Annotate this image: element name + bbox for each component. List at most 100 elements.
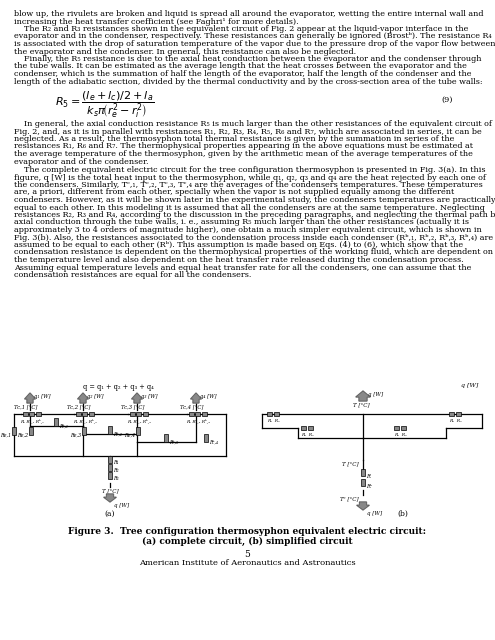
Text: evaporator and in the condenser, respectively. These resistances can generally b: evaporator and in the condenser, respect… <box>14 33 492 40</box>
Text: resistances R₂, R₃ and R₄, according to the discussion in the preceding paragrap: resistances R₂, R₃ and R₄, according to … <box>14 211 495 219</box>
Text: condensation resistance is dependent on the thermophysical properties of the wor: condensation resistance is dependent on … <box>14 248 493 257</box>
Bar <box>195 412 200 416</box>
Bar <box>108 426 112 434</box>
Text: q [W]: q [W] <box>368 392 383 397</box>
Text: q₁ [W]: q₁ [W] <box>34 394 50 399</box>
Bar <box>164 434 168 442</box>
Text: Rᵇ: Rᵇ <box>366 483 372 488</box>
Text: Tc,1 [°C]: Tc,1 [°C] <box>14 404 38 409</box>
Text: R₁  R₂: R₁ R₂ <box>267 419 280 423</box>
Polygon shape <box>191 393 201 403</box>
Text: Tᶜ [°C]: Tᶜ [°C] <box>341 496 359 501</box>
Text: R₁  R₂: R₁ R₂ <box>449 419 462 423</box>
Text: approximately 3 to 4 orders of magnitude higher), one obtain a much simpler equi: approximately 3 to 4 orders of magnitude… <box>14 226 482 234</box>
Text: assumed to be equal to each other (Rᵇ). This assumption is made based on Eqs. (4: assumed to be equal to each other (Rᵇ). … <box>14 241 463 249</box>
Text: T [°C]: T [°C] <box>101 488 118 493</box>
Bar <box>301 426 306 429</box>
Text: R₁  R₂: R₁ R₂ <box>394 433 407 437</box>
Bar <box>29 427 33 435</box>
Polygon shape <box>25 393 36 403</box>
Text: figure, q [W] is the total heat input to the thermosyphon, while q₁, q₂, q₃ and : figure, q [W] is the total heat input to… <box>14 173 486 182</box>
Text: neglected. As a result, the thermosyphon total thermal resistance is given by th: neglected. As a result, the thermosyphon… <box>14 135 454 143</box>
Text: American Institute of Aeronautics and Astronautics: American Institute of Aeronautics and As… <box>139 559 355 567</box>
Bar <box>204 434 208 442</box>
Text: q = q₁ + q₂ + q₃ + q₄: q = q₁ + q₂ + q₃ + q₄ <box>83 383 153 391</box>
Bar <box>267 412 272 416</box>
Text: the evaporator and the condenser. In general, this resistance can also be neglec: the evaporator and the condenser. In gen… <box>14 47 356 56</box>
Text: (9): (9) <box>441 96 452 104</box>
Text: The complete equivalent electric circuit for the tree configuration thermosyphon: The complete equivalent electric circuit… <box>14 166 486 174</box>
Bar <box>143 412 148 416</box>
Text: the average temperature of the thermosyphon, given by the arithmetic mean of the: the average temperature of the thermosyp… <box>14 150 473 158</box>
Text: q [W]: q [W] <box>461 383 478 388</box>
Text: T [°C]: T [°C] <box>353 402 370 407</box>
Text: Tc,3 [°C]: Tc,3 [°C] <box>121 404 145 409</box>
Text: R₇ Rᵃ,₄ Rᵇ,₄: R₇ Rᵃ,₄ Rᵇ,₄ <box>187 419 210 424</box>
Text: the temperature level and also dependent on the heat transfer rate released duri: the temperature level and also dependent… <box>14 256 464 264</box>
Polygon shape <box>356 391 370 401</box>
Bar <box>189 412 194 416</box>
Text: q [W]: q [W] <box>114 503 129 508</box>
Text: Rᵃ,₃: Rᵃ,₃ <box>169 440 178 445</box>
Text: Rᵃ,₄: Rᵃ,₄ <box>209 440 218 445</box>
Polygon shape <box>103 494 116 502</box>
Bar <box>108 472 112 479</box>
Bar <box>130 412 135 416</box>
Bar <box>361 479 365 486</box>
Text: R₇ Rᵃ,₃ Rᵇ,₃: R₇ Rᵃ,₃ Rᵇ,₃ <box>128 419 151 424</box>
Text: In general, the axial conduction resistance R₅ is much larger than the other res: In general, the axial conduction resista… <box>14 120 492 128</box>
Text: q₄ [W]: q₄ [W] <box>200 394 216 399</box>
Text: 5: 5 <box>244 550 250 559</box>
Text: The R₂ and R₃ resistances shown in the equivalent circuit of Fig. 2 appear at th: The R₂ and R₃ resistances shown in the e… <box>14 25 468 33</box>
Bar <box>22 412 28 416</box>
Text: are, a priori, different from each other, specially when the vapor is not suppli: are, a priori, different from each other… <box>14 189 454 196</box>
Text: Fig. 3(b). Also, the resistances associated to the condensation process inside e: Fig. 3(b). Also, the resistances associa… <box>14 234 493 241</box>
Text: blow up, the rivulets are broken and liquid is spread all around the evaporator,: blow up, the rivulets are broken and liq… <box>14 10 484 18</box>
Text: Tc,2 [°C]: Tc,2 [°C] <box>67 404 91 409</box>
Text: axial conduction through the tube walls, i. e., assuming R₅ much larger than the: axial conduction through the tube walls,… <box>14 218 469 227</box>
Bar <box>201 412 206 416</box>
Bar <box>54 418 58 426</box>
Text: Assuming equal temperature levels and equal heat transfer rate for all the conde: Assuming equal temperature levels and eq… <box>14 264 471 271</box>
Text: Figure 3.  Tree configuration thermosyphon equivalent electric circuit:: Figure 3. Tree configuration thermosypho… <box>68 527 426 536</box>
Text: $R_5 = \dfrac{(l_e + l_c)/2 + l_a}{k_s\pi\!\left(r_e^2 - r_i^2\right)}$: $R_5 = \dfrac{(l_e + l_c)/2 + l_a}{k_s\p… <box>55 90 154 120</box>
Bar <box>394 426 399 429</box>
Text: R: R <box>366 474 370 479</box>
Text: R₇ Rᵃ,₂ Rᵇ,₂: R₇ Rᵃ,₂ Rᵇ,₂ <box>73 419 98 424</box>
Polygon shape <box>132 393 143 403</box>
Bar <box>108 456 112 463</box>
Text: condensers. However, as it will be shown later in the experimental study, the co: condensers. However, as it will be shown… <box>14 196 495 204</box>
Text: Fig. 2, and, as it is in parallel with resistances R₁, R₂, R₃, R₄, R₅, R₆ and R₇: Fig. 2, and, as it is in parallel with r… <box>14 127 482 136</box>
Text: R₁  R₂: R₁ R₂ <box>301 433 314 437</box>
Text: q [W]: q [W] <box>367 511 382 516</box>
Bar <box>136 412 141 416</box>
Text: R₇ Rᵃ,₁ Rᵇ,₁: R₇ Rᵃ,₁ Rᵇ,₁ <box>20 419 45 424</box>
Text: Rᵃ,₂: Rᵃ,₂ <box>113 431 122 436</box>
Text: Re,4: Re,4 <box>124 433 135 438</box>
Bar <box>76 412 81 416</box>
Text: resistances R₁, R₆ and R₇. The thermophysical properties appearing in the above : resistances R₁, R₆ and R₇. The thermophy… <box>14 143 473 150</box>
Text: Re,1: Re,1 <box>0 433 11 438</box>
Text: evaporator and of the condenser.: evaporator and of the condenser. <box>14 157 148 166</box>
Text: is associated with the drop of saturation temperature of the vapor due to the pr: is associated with the drop of saturatio… <box>14 40 495 48</box>
Bar <box>449 412 454 416</box>
Text: (a): (a) <box>105 510 115 518</box>
Text: equal to each other. In this modeling it is assumed that all the condensers are : equal to each other. In this modeling it… <box>14 204 485 211</box>
Polygon shape <box>357 502 369 510</box>
Text: T [°C]: T [°C] <box>343 461 359 466</box>
Bar <box>82 427 86 435</box>
Bar <box>456 412 461 416</box>
Text: R₂: R₂ <box>113 468 119 474</box>
Bar <box>274 412 279 416</box>
Bar <box>136 427 140 435</box>
Text: condenser, which is the summation of half the length of the evaporator, half the: condenser, which is the summation of hal… <box>14 70 472 78</box>
Bar <box>89 412 94 416</box>
Bar <box>82 412 87 416</box>
Polygon shape <box>78 393 89 403</box>
Bar <box>36 412 41 416</box>
Text: q₃ [W]: q₃ [W] <box>141 394 157 399</box>
Bar <box>308 426 313 429</box>
Text: q₂ [W]: q₂ [W] <box>87 394 103 399</box>
Text: increasing the heat transfer coefficient (see Faghri¹ for more details).: increasing the heat transfer coefficient… <box>14 17 298 26</box>
Text: length of the adiabatic section, divided by the thermal conductivity and by the : length of the adiabatic section, divided… <box>14 77 483 86</box>
